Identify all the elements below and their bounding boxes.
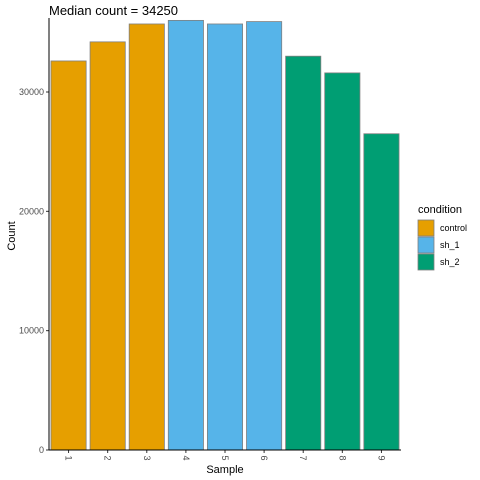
legend-label-sh-2: sh_2 bbox=[440, 257, 460, 267]
bar-sample-9 bbox=[363, 133, 400, 451]
y-axis-title: Count bbox=[6, 221, 18, 250]
legend-key-sh-1 bbox=[417, 236, 435, 254]
bar-sample-5 bbox=[206, 23, 243, 451]
bar-sample-2 bbox=[89, 41, 126, 451]
legend: condition control sh_1 sh_2 bbox=[417, 204, 467, 271]
bar-sample-1 bbox=[50, 60, 87, 451]
x-tick-label: 2 bbox=[103, 455, 113, 460]
x-tick-label: 7 bbox=[298, 455, 308, 460]
x-axis-title: Sample bbox=[206, 464, 243, 476]
x-tick-label: 9 bbox=[376, 455, 386, 460]
y-tick-label: 20000 bbox=[19, 206, 44, 216]
x-tick-label: 4 bbox=[181, 455, 191, 460]
x-tick-label: 5 bbox=[220, 455, 230, 460]
y-tick-label: 10000 bbox=[19, 326, 44, 336]
bar-sample-3 bbox=[128, 23, 165, 451]
x-tick-label: 3 bbox=[142, 455, 152, 460]
plot-area: 1 2 3 4 5 6 7 8 9 0 10000 20000 30000 bbox=[19, 18, 401, 461]
x-tick-label: 8 bbox=[337, 455, 347, 460]
legend-title: condition bbox=[418, 204, 462, 216]
y-tick-label: 30000 bbox=[19, 87, 44, 97]
bar-sample-7 bbox=[285, 55, 322, 451]
legend-key-sh-2 bbox=[417, 253, 435, 271]
bar-sample-6 bbox=[246, 21, 283, 451]
bar-sample-4 bbox=[167, 19, 204, 451]
x-tick-label: 1 bbox=[64, 455, 74, 460]
chart-title: Median count = 34250 bbox=[49, 3, 178, 18]
y-tick-label: 0 bbox=[39, 445, 44, 455]
bar-sample-8 bbox=[324, 72, 361, 451]
legend-label-control: control bbox=[440, 223, 467, 233]
legend-label-sh-1: sh_1 bbox=[440, 240, 460, 250]
x-tick-label: 6 bbox=[259, 455, 269, 460]
legend-key-control bbox=[417, 219, 435, 237]
